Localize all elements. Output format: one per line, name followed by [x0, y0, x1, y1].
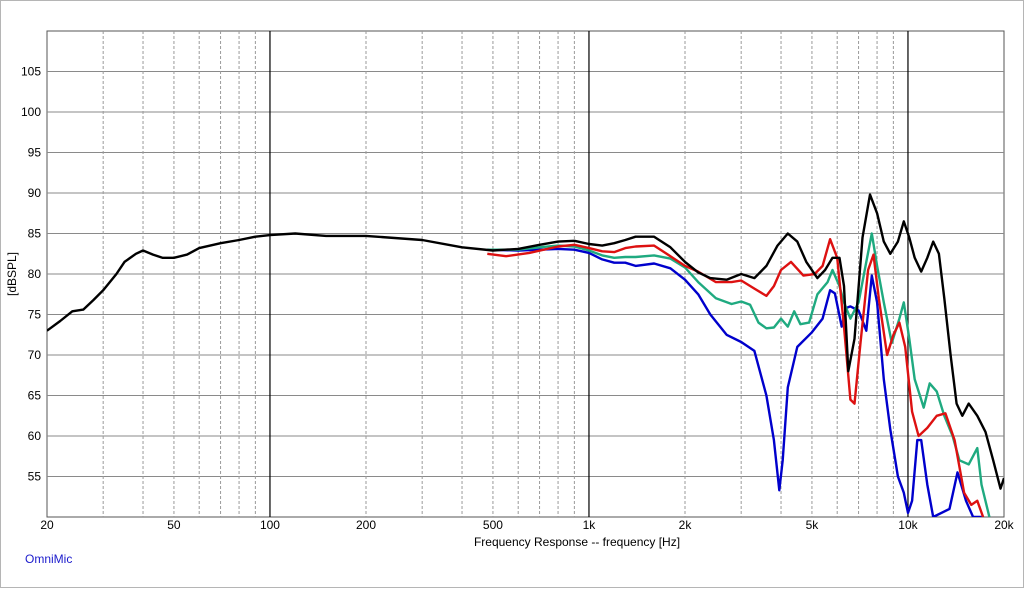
y-tick-label: 55 — [28, 470, 42, 484]
y-axis-title: [dBSPL] — [5, 252, 19, 296]
x-tick-label: 100 — [260, 518, 280, 532]
y-tick-label: 90 — [28, 186, 42, 200]
x-tick-label: 1k — [583, 518, 597, 532]
y-tick-label: 105 — [21, 65, 41, 79]
y-tick-label: 80 — [28, 267, 42, 281]
brand-label: OmniMic — [25, 552, 73, 566]
x-axis-title: Frequency Response -- frequency [Hz] — [474, 535, 680, 549]
x-tick-label: 50 — [167, 518, 181, 532]
x-tick-label: 5k — [806, 518, 820, 532]
y-tick-labels: 55 60 65 70 75 80 85 90 95 100 105 — [21, 65, 41, 484]
y-tick-label: 70 — [28, 348, 42, 362]
x-tick-label: 200 — [356, 518, 376, 532]
y-tick-label: 95 — [28, 146, 42, 160]
x-tick-label: 10k — [898, 518, 918, 532]
series-layer — [47, 193, 1004, 517]
series-line-4 — [47, 193, 1004, 490]
x-tick-label: 20k — [994, 518, 1014, 532]
x-tick-label: 2k — [679, 518, 693, 532]
x-tick-labels: 20 50 100 200 500 1k 2k 5k 10k 20k — [40, 518, 1014, 532]
y-tick-label: 60 — [28, 429, 42, 443]
y-tick-label: 100 — [21, 105, 41, 119]
series-line-3 — [487, 238, 985, 517]
y-tick-label: 85 — [28, 227, 42, 241]
x-tick-label: 500 — [483, 518, 503, 532]
series-line-1 — [487, 247, 982, 517]
y-tick-label: 65 — [28, 389, 42, 403]
y-tick-label: 75 — [28, 308, 42, 322]
series-line-2 — [487, 232, 991, 517]
x-tick-label: 20 — [40, 518, 54, 532]
